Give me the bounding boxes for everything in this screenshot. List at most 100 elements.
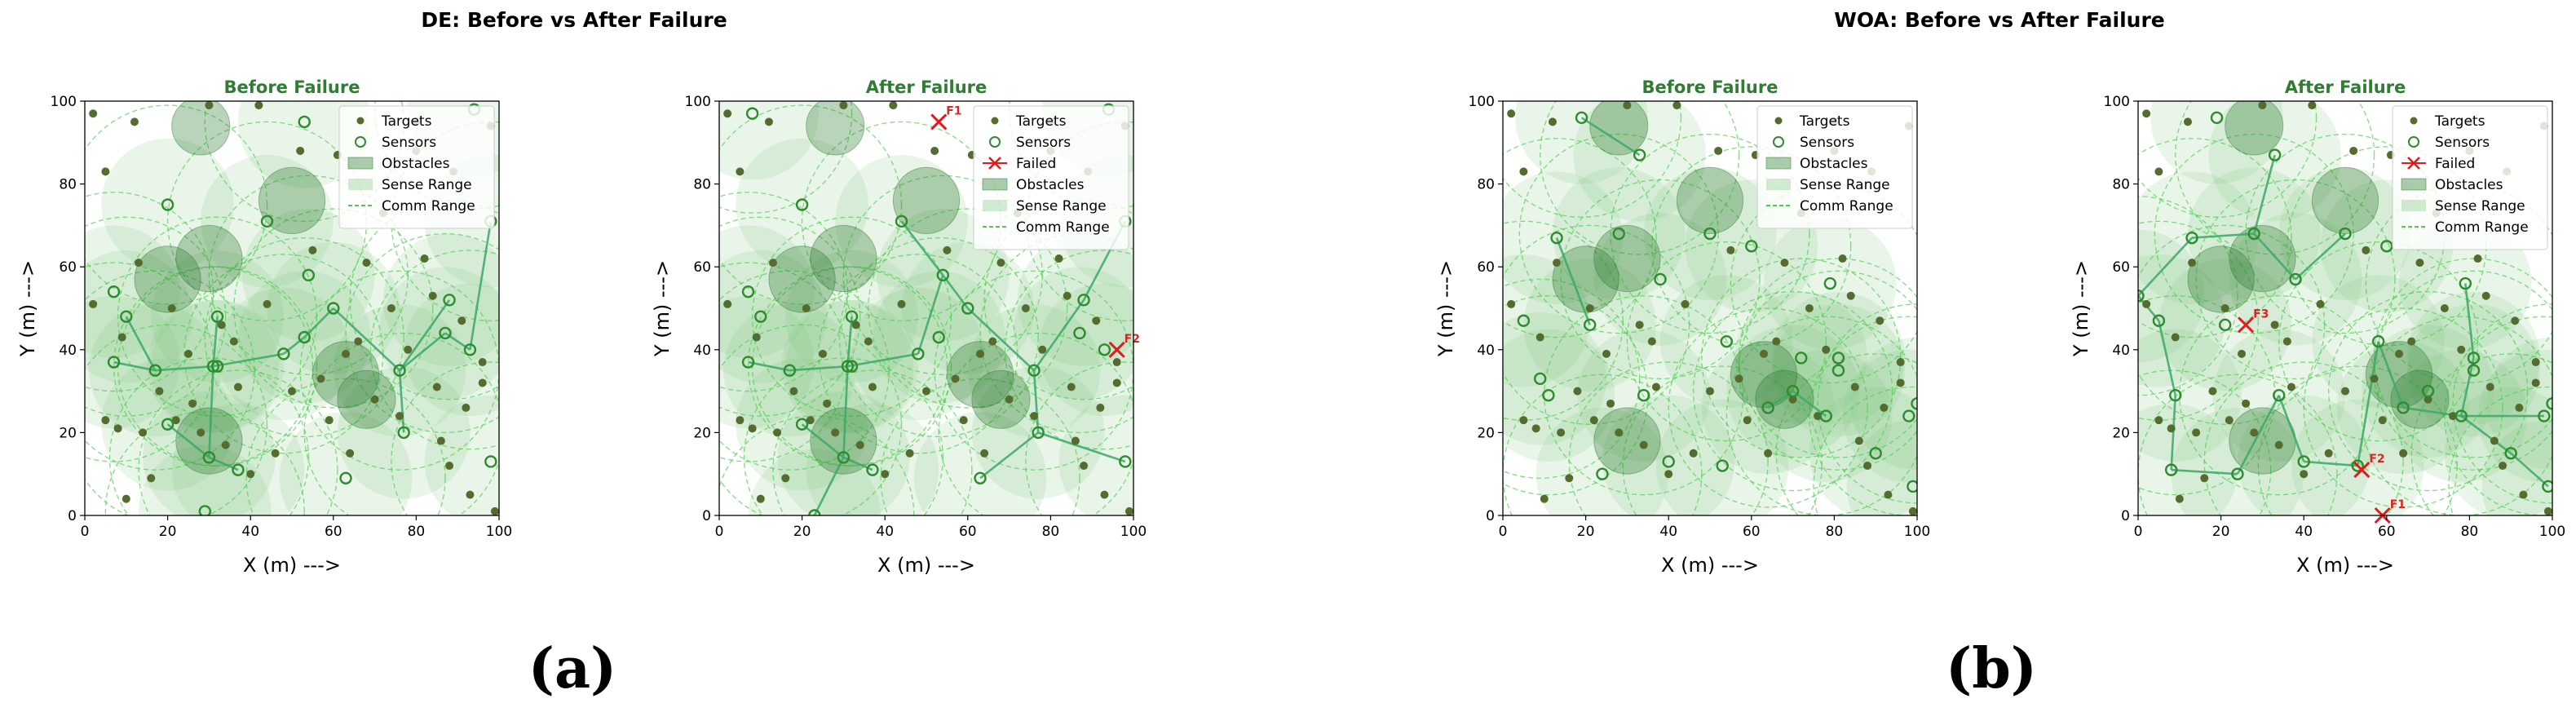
legend: Targets Sensors Obstacles Sense Range Comm R… (338, 105, 495, 229)
comm-range (868, 208, 1068, 409)
target-point (89, 109, 98, 118)
failed-cross (930, 113, 948, 130)
obstacle (2229, 224, 2296, 293)
target-point (752, 333, 761, 342)
sensor-point (936, 268, 950, 282)
sensor-point (1869, 447, 1882, 460)
sense-range (719, 225, 815, 358)
sensor-point (1795, 352, 1808, 365)
target-point (1602, 349, 1611, 358)
comm-link (1032, 370, 1040, 433)
comm-range (1503, 138, 1657, 338)
target-point (802, 304, 811, 312)
sensor-point (161, 418, 175, 431)
target-point (2287, 383, 2295, 391)
legend-label: Comm Range (2435, 219, 2529, 236)
target-point (2457, 345, 2466, 354)
sensor-point (1823, 276, 1837, 290)
sensor-point (298, 115, 311, 129)
y-tick-label: 100 (51, 94, 77, 110)
comm-link (2191, 232, 2255, 239)
target-point (736, 416, 745, 425)
target-point (1672, 101, 1681, 110)
obstacle (768, 245, 836, 313)
sense-range (242, 209, 375, 342)
y-tick-label: 80 (1477, 177, 1495, 193)
sense-range (2171, 407, 2304, 515)
sensor-point (2421, 384, 2435, 398)
comm-range (1622, 365, 1823, 515)
sense-range (85, 225, 180, 358)
legend-frame (973, 105, 1129, 250)
target-point (1714, 146, 1723, 155)
legend-label: Sense Range (2435, 198, 2525, 214)
comm-range (303, 332, 499, 515)
sense-range (237, 101, 371, 188)
axes-frame (84, 100, 500, 516)
comm-link (801, 423, 845, 458)
sense-range (1655, 399, 1789, 515)
obstacle (171, 101, 231, 156)
obstacle (1589, 101, 1649, 156)
target-point (404, 345, 413, 354)
x-tick-label: 100 (1120, 524, 1147, 540)
legend-label: Targets (1015, 113, 1067, 130)
target-point (2142, 299, 2151, 308)
comm-link (2304, 460, 2358, 467)
target-point (748, 424, 757, 433)
sensor-point (1703, 227, 1717, 241)
comm-link (212, 316, 219, 367)
target-point (147, 474, 156, 483)
target-point (2399, 449, 2408, 458)
target-point (1681, 299, 1690, 308)
target-point (387, 304, 395, 312)
sensor-point (1637, 388, 1650, 402)
comm-range (1025, 361, 1133, 515)
comm-link (1033, 299, 1085, 371)
legend-label: Failed (1016, 156, 1056, 172)
sensor-point (845, 310, 859, 323)
sensor-point (932, 330, 945, 344)
sensor-point (206, 360, 220, 373)
comm-range (719, 101, 853, 214)
sensor-point (2546, 397, 2552, 410)
target-point (1726, 245, 1735, 254)
y-tick-label: 60 (2112, 259, 2130, 276)
comm-range (2203, 361, 2404, 515)
comm-range (719, 216, 861, 417)
target-point (1764, 449, 1773, 458)
legend-handle-sensors (1773, 136, 1784, 148)
comm-link (2170, 395, 2177, 471)
target-point (462, 403, 471, 412)
comm-range (1518, 133, 1719, 334)
target-point (2300, 470, 2309, 479)
target-point (113, 424, 122, 433)
y-tick-label: 20 (59, 425, 77, 441)
target-point (457, 316, 466, 325)
panel-title: After Failure (866, 77, 988, 97)
sense-range (201, 155, 334, 288)
comm-link (2377, 341, 2405, 409)
target-point (864, 337, 873, 346)
target-point (346, 449, 355, 458)
target-point (1814, 412, 1823, 421)
target-point (1876, 316, 1885, 325)
comm-link (2253, 232, 2297, 281)
comm-range (2448, 386, 2552, 515)
sensor-point (107, 285, 121, 299)
comm-link (2158, 320, 2176, 396)
comm-link (942, 274, 969, 309)
target-point (1519, 167, 1528, 176)
target-point (2370, 374, 2379, 383)
target-point (1639, 440, 1648, 449)
sensor-point (1077, 294, 1090, 307)
comm-range (2138, 369, 2272, 515)
sensor-point (2467, 364, 2481, 377)
target-point (117, 333, 126, 342)
x-tick-label: 80 (2461, 524, 2479, 540)
target-point (288, 387, 296, 396)
obstacle (2229, 407, 2296, 475)
sense-range (1764, 217, 1897, 350)
legend-label: Targets (1799, 113, 1850, 130)
comm-link (917, 274, 944, 355)
